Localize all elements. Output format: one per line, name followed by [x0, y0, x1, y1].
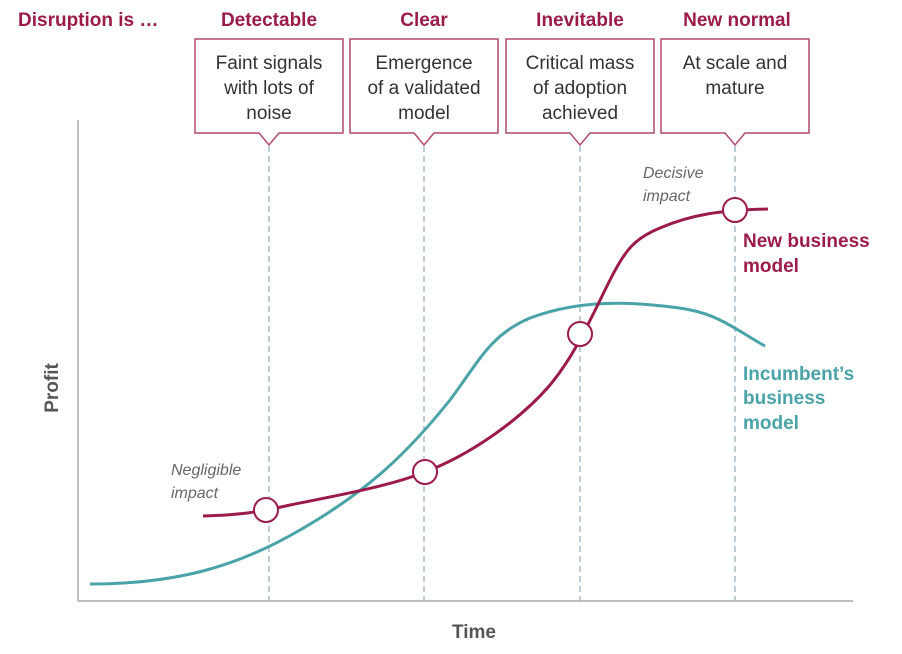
y-axis-label: Profit	[42, 363, 63, 413]
incumbent-label-line2: business	[743, 388, 825, 409]
stage-marker	[567, 321, 593, 347]
stage-callout-text: Emergence	[375, 53, 472, 74]
stage-callout-box	[505, 38, 655, 147]
negligible-impact-line2: impact	[171, 485, 219, 502]
stage-callout-text: At scale and	[683, 53, 788, 74]
negligible-impact-line1: Negligible	[171, 462, 241, 479]
stage-title: Clear	[400, 10, 448, 31]
new-business-curve	[202, 207, 769, 518]
stage-title: Detectable	[221, 10, 317, 31]
stage-callout-box	[660, 38, 810, 147]
stage-callout-box	[194, 38, 344, 147]
incumbent-label-line3: model	[743, 413, 799, 434]
stage-title: Inevitable	[536, 10, 624, 31]
stage-callout-text: mature	[705, 78, 764, 99]
stage-marker	[722, 197, 748, 223]
stage-callout-text: of adoption	[533, 78, 627, 99]
decisive-impact-line2: impact	[643, 188, 691, 205]
stage-callout-text: achieved	[542, 103, 618, 124]
stage-callout-text: of a validated	[367, 78, 480, 99]
stage-callout-text: noise	[246, 103, 291, 124]
decisive-impact-line1: Decisive	[643, 165, 704, 182]
stage-callout-text: Critical mass	[526, 53, 635, 74]
incumbent-label-line1: Incumbent’s	[743, 364, 854, 385]
stage-title: New normal	[683, 10, 791, 31]
header-lead: Disruption is …	[18, 10, 158, 31]
stage-callout-box	[349, 38, 499, 147]
new-business-label-line1: New business	[743, 231, 870, 252]
incumbent-curve	[89, 301, 766, 586]
stage-callout-text: model	[398, 103, 450, 124]
stage-marker	[253, 497, 279, 523]
stage-marker	[412, 459, 438, 485]
x-axis-label: Time	[452, 622, 496, 643]
new-business-label-line2: model	[743, 256, 799, 277]
stage-callout-text: with lots of	[223, 78, 314, 99]
stage-callout-text: Faint signals	[216, 53, 323, 74]
